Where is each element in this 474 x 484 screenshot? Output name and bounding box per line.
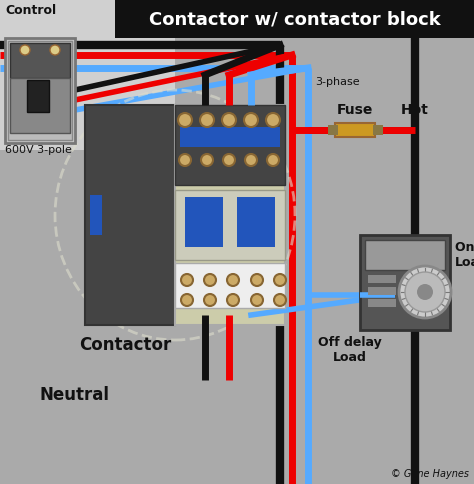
- Bar: [368, 287, 396, 295]
- Text: 3-phase: 3-phase: [315, 77, 360, 87]
- Text: Neutral: Neutral: [40, 386, 110, 404]
- Bar: [328, 125, 338, 135]
- Bar: [368, 275, 396, 283]
- Bar: [10, 43, 70, 78]
- Bar: [175, 105, 285, 185]
- Bar: [365, 240, 445, 270]
- Circle shape: [201, 154, 213, 166]
- Circle shape: [50, 45, 60, 55]
- Text: © Gene Haynes: © Gene Haynes: [391, 469, 469, 479]
- Circle shape: [266, 113, 280, 127]
- Circle shape: [417, 284, 433, 300]
- Circle shape: [222, 113, 236, 127]
- Bar: [360, 235, 450, 330]
- Circle shape: [204, 294, 216, 306]
- Circle shape: [178, 113, 192, 127]
- Circle shape: [181, 274, 193, 286]
- Bar: [85, 105, 175, 325]
- Circle shape: [274, 294, 286, 306]
- Bar: [185, 197, 223, 247]
- Bar: [8, 41, 72, 140]
- Circle shape: [244, 113, 258, 127]
- Circle shape: [200, 113, 214, 127]
- Bar: [90, 195, 102, 235]
- Bar: [175, 105, 285, 325]
- Circle shape: [405, 272, 445, 312]
- Bar: [373, 125, 383, 135]
- Text: Hot: Hot: [401, 103, 429, 117]
- Text: On delay
Load: On delay Load: [455, 241, 474, 269]
- Circle shape: [399, 266, 451, 318]
- Text: Fuse: Fuse: [337, 103, 373, 117]
- Bar: [115, 0, 474, 38]
- Text: Contactor: Contactor: [79, 336, 171, 354]
- Circle shape: [227, 294, 239, 306]
- Bar: [368, 299, 396, 307]
- Bar: [175, 263, 285, 308]
- Text: Control: Control: [5, 3, 56, 16]
- Circle shape: [223, 154, 235, 166]
- Circle shape: [251, 294, 263, 306]
- Circle shape: [267, 154, 279, 166]
- Circle shape: [179, 154, 191, 166]
- Circle shape: [181, 294, 193, 306]
- Text: Contactor w/ contactor block: Contactor w/ contactor block: [149, 10, 441, 28]
- Bar: [0, 0, 175, 150]
- Circle shape: [204, 274, 216, 286]
- Text: 600V 3-pole: 600V 3-pole: [5, 145, 72, 155]
- Text: Off delay
Load: Off delay Load: [318, 336, 382, 364]
- Bar: [5, 38, 75, 143]
- Circle shape: [251, 274, 263, 286]
- Bar: [175, 190, 285, 260]
- Circle shape: [274, 274, 286, 286]
- Circle shape: [20, 45, 30, 55]
- Bar: [180, 127, 280, 147]
- Bar: [237, 197, 275, 247]
- Bar: [27, 80, 49, 112]
- Bar: [10, 78, 70, 133]
- Circle shape: [227, 274, 239, 286]
- Circle shape: [245, 154, 257, 166]
- Bar: [335, 123, 375, 137]
